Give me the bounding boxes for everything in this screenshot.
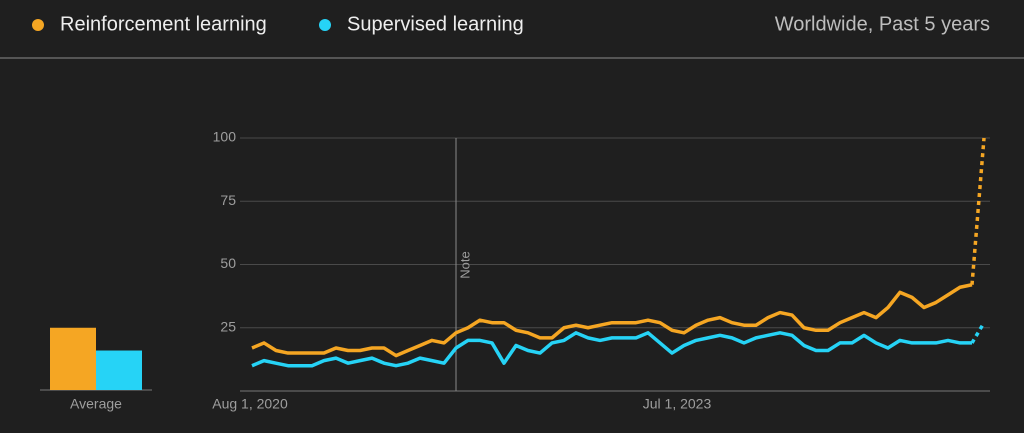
series-line (251, 331, 972, 368)
y-tick-label: 25 (220, 318, 236, 334)
y-tick-label: 75 (220, 192, 236, 208)
region-label: Worldwide, Past 5 years (775, 13, 990, 35)
legend-label: Supervised learning (347, 13, 524, 35)
x-tick-label: Aug 1, 2020 (212, 396, 288, 412)
partial-line (970, 321, 986, 344)
partial-line (970, 137, 986, 285)
x-tick-label: Jul 1, 2023 (643, 396, 712, 412)
series-line (251, 283, 973, 358)
y-tick-label: 50 (220, 255, 236, 271)
legend-marker (319, 19, 331, 31)
legend-label: Reinforcement learning (60, 13, 267, 35)
y-tick-label: 100 (213, 129, 237, 145)
average-label: Average (70, 396, 122, 412)
average-bar (50, 327, 96, 390)
average-bar (96, 350, 142, 390)
annotation-label: Note (457, 251, 472, 278)
legend-marker (32, 19, 44, 31)
